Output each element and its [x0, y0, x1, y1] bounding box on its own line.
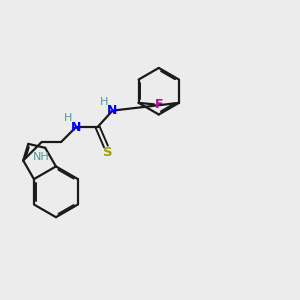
Text: H: H [100, 97, 108, 107]
Text: N: N [107, 104, 118, 117]
Text: NH: NH [33, 152, 50, 162]
Text: S: S [103, 146, 112, 159]
Text: H: H [64, 113, 72, 123]
Text: F: F [155, 98, 164, 111]
Text: N: N [71, 121, 81, 134]
